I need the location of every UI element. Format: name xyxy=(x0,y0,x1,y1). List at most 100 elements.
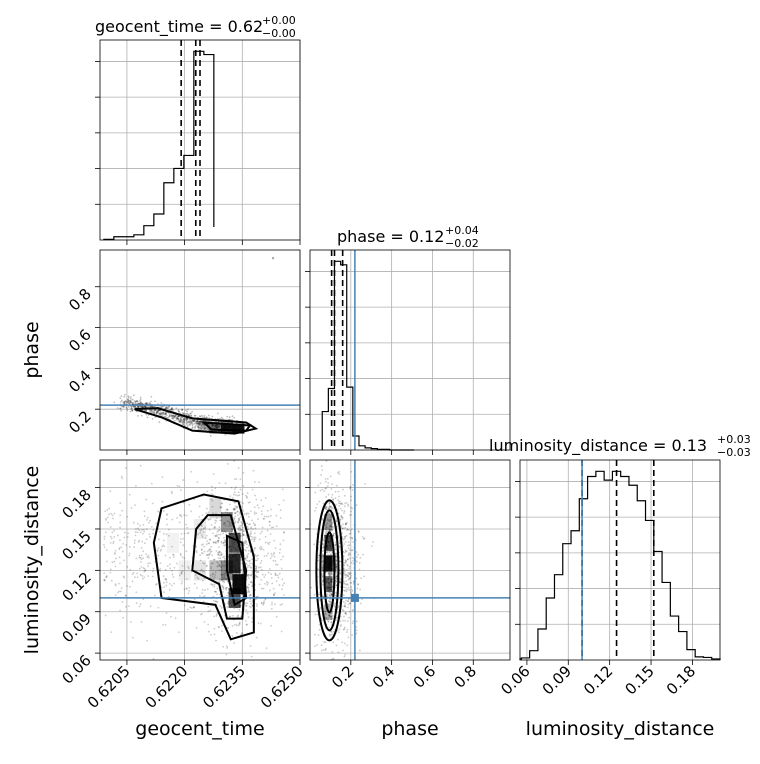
ld-vs-phase-sample-220 xyxy=(321,555,324,558)
ld-vs-time-sample-1240 xyxy=(260,587,263,590)
ld-vs-phase-sample-163 xyxy=(343,655,346,658)
phase-vs-time-sample-41 xyxy=(217,412,219,415)
ld-vs-time-sample-1028 xyxy=(255,566,258,569)
ld-vs-phase-sample-1009 xyxy=(349,602,352,605)
ld-vs-time-sample-415 xyxy=(237,467,240,470)
ld-vs-time-sample-738 xyxy=(257,554,260,557)
ld-vs-phase-sample-359 xyxy=(351,609,354,612)
ld-vs-time-sample-525 xyxy=(275,574,277,577)
phase-vs-time-density-block-4 xyxy=(197,420,210,431)
ld-vs-phase-sample-560 xyxy=(320,649,323,652)
phase-vs-time-density-block-1 xyxy=(220,423,233,434)
phase-vs-time-sample-314 xyxy=(129,396,132,398)
ld-vs-time-sample-756 xyxy=(211,554,214,557)
ld-vs-time-sample-750 xyxy=(266,542,269,544)
ld-vs-time-sample-215 xyxy=(209,548,212,551)
ld-vs-time-sample-622 xyxy=(253,506,256,509)
ld-vs-phase-sample-758 xyxy=(344,619,346,622)
ld-vs-time-sample-674 xyxy=(208,548,211,551)
ld-vs-time-sample-799 xyxy=(247,564,249,567)
ld-vs-time-sample-1084 xyxy=(247,515,250,518)
ld-vs-time-sample-1274 xyxy=(236,506,239,508)
ld-vs-time-sample-864 xyxy=(234,515,237,518)
ld-vs-time-sample-470 xyxy=(121,601,124,603)
phase-vs-time-sample-44 xyxy=(163,413,165,416)
ld-vs-time-sample-501 xyxy=(232,508,235,511)
ld-vs-time-sample-176 xyxy=(257,518,259,520)
ld-vs-phase-sample-561 xyxy=(345,590,348,593)
ld-vs-phase-sample-278 xyxy=(324,612,326,615)
phase-vs-time-sample-472 xyxy=(123,402,126,405)
ld-vs-time-sample-1271 xyxy=(278,584,281,586)
ld-vs-time-sample-1232 xyxy=(221,585,223,588)
ld-vs-phase-sample-399 xyxy=(347,505,350,507)
ld-vs-phase-sample-655 xyxy=(362,538,365,540)
ld-vs-phase-sample-538 xyxy=(343,615,345,618)
ld-vs-phase-sample-72 xyxy=(326,518,329,520)
ld-vs-time-sample-946 xyxy=(119,521,122,524)
ld-vs-phase-sample-928 xyxy=(346,628,349,631)
ld-vs-time-sample-532 xyxy=(262,505,265,508)
ld-vs-time-sample-573 xyxy=(195,626,198,629)
ld-vs-phase-sample-948 xyxy=(335,552,338,555)
ld-vs-time-sample-217 xyxy=(260,578,263,581)
ld-vs-time-sample-796 xyxy=(273,539,276,542)
ld-vs-time-sample-745 xyxy=(224,578,226,581)
ld-vs-time-sample-1374 xyxy=(263,601,265,604)
ld-vs-time-sample-321 xyxy=(277,576,280,579)
ld-vs-time-sample-1237 xyxy=(233,518,236,520)
ld-vs-time-sample-428 xyxy=(221,529,224,532)
ld-vs-time-sample-1321 xyxy=(238,608,241,611)
ld-vs-phase-sample-404 xyxy=(348,544,351,547)
ld-vs-phase-sample-772 xyxy=(339,615,342,618)
ld-vs-time-sample-713 xyxy=(224,540,226,542)
ld-vs-phase-sample-751 xyxy=(329,592,332,594)
ld-vs-time-sample-1085 xyxy=(227,602,229,605)
ld-vs-time-sample-1077 xyxy=(222,556,224,559)
ld-vs-time-sample-733 xyxy=(249,523,251,526)
ld-vs-phase-sample-652 xyxy=(339,507,342,510)
ld-vs-time-sample-234 xyxy=(156,550,159,552)
ld-vs-time-sample-297 xyxy=(245,563,248,566)
phase-vs-time-sample-369 xyxy=(165,407,168,410)
ld-vs-time-sample-688 xyxy=(271,582,274,585)
ld-vs-time-sample-386 xyxy=(200,548,203,551)
phase-vs-time-sample-251 xyxy=(188,424,191,426)
ld-vs-phase-sample-402 xyxy=(320,465,323,468)
ld-vs-time-sample-45 xyxy=(251,519,253,522)
ld-vs-time-sample-932 xyxy=(111,514,114,517)
ld-vs-phase-sample-390 xyxy=(330,523,333,526)
ld-vs-time-sample-1279 xyxy=(179,514,182,517)
ld-vs-phase-sample-183 xyxy=(329,475,332,478)
ld-vs-time-sample-110 xyxy=(224,482,227,485)
ld-vs-time-sample-480 xyxy=(280,630,283,633)
ld-vs-time-sample-925 xyxy=(244,541,247,544)
ld-vs-time-sample-566 xyxy=(238,512,241,515)
ld-vs-time-sample-982 xyxy=(249,594,252,597)
ld-vs-phase-sample-1038 xyxy=(348,616,350,619)
ld-vs-time-sample-749 xyxy=(236,494,239,497)
ld-vs-time-sample-535 xyxy=(245,549,247,552)
ld-vs-time-sample-830 xyxy=(220,519,223,522)
ld-vs-time-sample-284 xyxy=(263,600,266,603)
ld-vs-time-sample-545 xyxy=(233,507,236,510)
ld-vs-phase-sample-230 xyxy=(339,568,341,571)
ld-vs-time-density-block-11 xyxy=(167,532,180,553)
ld-vs-phase-sample-736 xyxy=(346,528,349,530)
ld-vs-time-sample-277 xyxy=(197,533,200,535)
ld-vs-time-sample-22 xyxy=(198,505,201,508)
phase-vs-time-sample-476 xyxy=(126,400,128,403)
phase-vs-time-sample-81 xyxy=(190,420,193,422)
ld-vs-time-sample-1122 xyxy=(149,535,151,538)
ld-vs-time-sample-557 xyxy=(236,521,239,524)
phase-vs-time-sample-334 xyxy=(182,413,185,415)
ld-vs-time-sample-65 xyxy=(146,516,149,519)
ld-vs-time-sample-1202 xyxy=(203,562,206,565)
ld-vs-time-sample-763 xyxy=(279,543,282,546)
ld-vs-time-sample-7 xyxy=(226,509,229,511)
phase-vs-time-sample-833 xyxy=(137,405,139,408)
ld-vs-time-sample-1243 xyxy=(211,499,214,502)
phase-vs-time-sample-669 xyxy=(198,423,201,426)
ld-vs-time-sample-824 xyxy=(246,546,248,549)
ld-vs-time-sample-351 xyxy=(103,579,106,582)
